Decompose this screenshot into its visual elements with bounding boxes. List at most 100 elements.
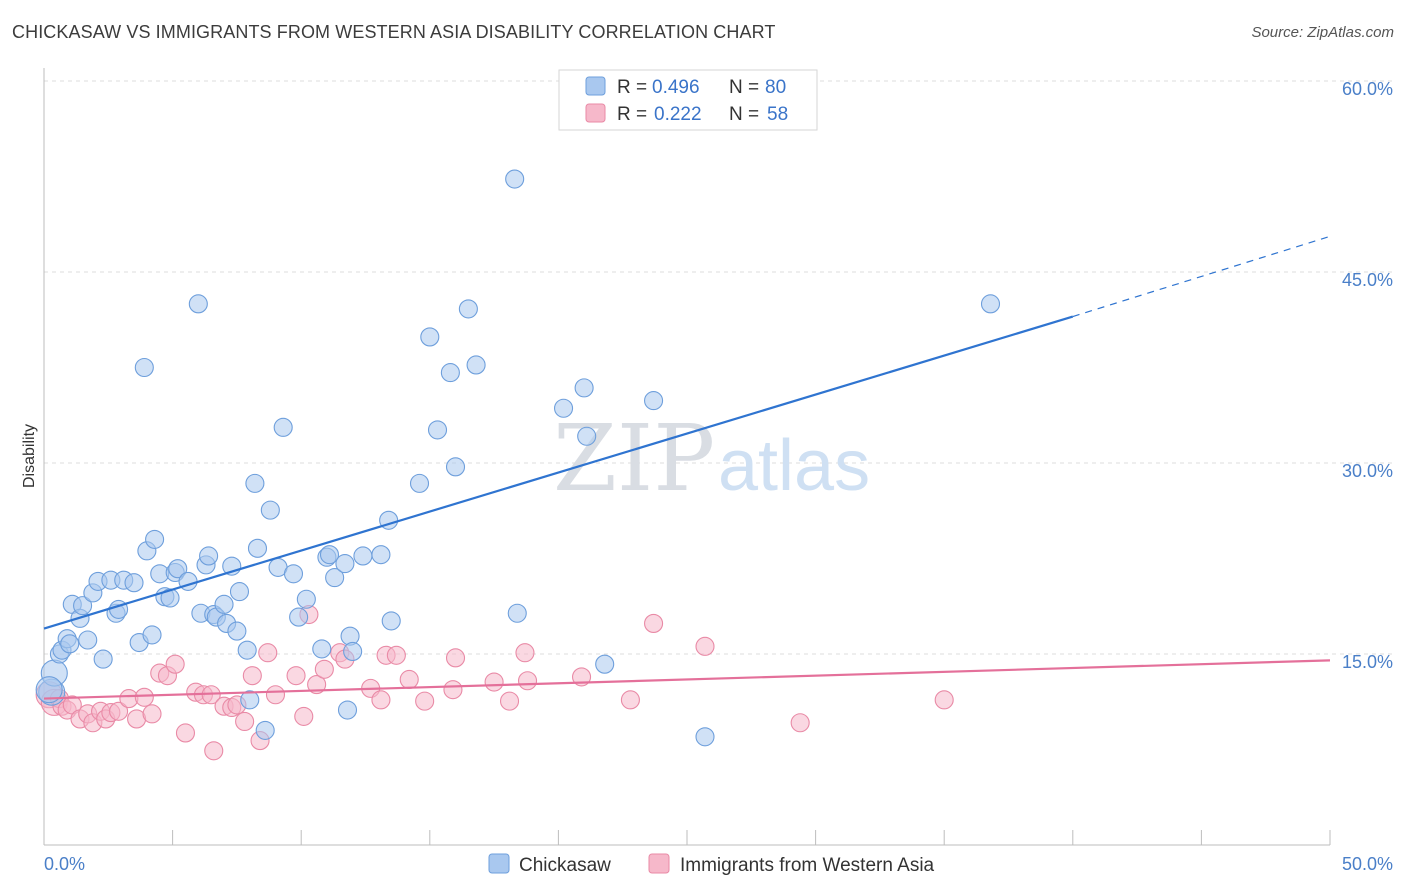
chickasaw-point-72 xyxy=(553,398,574,418)
legend-n-label-2: N = xyxy=(729,104,759,125)
bottom-legend: Chickasaw Immigrants from Western Asia xyxy=(488,853,935,876)
bottom-legend-label-immigrants: Immigrants from Western Asia xyxy=(680,855,935,876)
immigrants-point-28 xyxy=(235,711,255,732)
chickasaw-point-53 xyxy=(319,545,340,565)
immigrants-point-50 xyxy=(515,643,535,663)
legend-swatch-chickasaw xyxy=(585,76,606,96)
chickasaw-point-17 xyxy=(124,573,144,593)
immigrants-point-49 xyxy=(499,691,520,711)
chickasaw-point-54 xyxy=(325,568,345,588)
immigrants-point-46 xyxy=(443,680,463,700)
immigrants-point-19 xyxy=(165,654,185,674)
chickasaw-point-65 xyxy=(427,420,448,440)
chickasaw-point-49 xyxy=(289,607,309,627)
chickasaw-point-32 xyxy=(199,546,219,566)
chickasaw-point-79 xyxy=(35,676,63,704)
chickasaw-point-27 xyxy=(168,559,188,579)
legend-n-value-1: 80 xyxy=(765,77,786,98)
immigrants-point-20 xyxy=(175,723,196,743)
immigrants-trend-line xyxy=(43,659,1331,700)
immigrants-point-24 xyxy=(204,741,224,761)
chickasaw-point-39 xyxy=(229,582,250,602)
chickasaw-point-60 xyxy=(371,545,391,565)
chickasaw-point-9 xyxy=(78,630,98,650)
y-tick-label-30: 30.0% xyxy=(1342,461,1393,481)
chickasaw-point-58 xyxy=(343,641,363,662)
immigrants-point-43 xyxy=(386,645,406,665)
y-tick-label-15: 15.0% xyxy=(1342,652,1393,672)
immigrants-point-45 xyxy=(415,691,435,711)
chickasaw-point-38 xyxy=(227,621,247,641)
immigrants-point-53 xyxy=(620,690,640,710)
chickasaw-point-21 xyxy=(142,625,162,645)
chickasaw-point-75 xyxy=(595,654,615,674)
immigrants-point-47 xyxy=(445,648,466,668)
chickasaw-point-22 xyxy=(145,529,165,549)
chickasaw-point-45 xyxy=(260,500,280,520)
chickasaw-point-77 xyxy=(695,727,715,747)
watermark-atlas: atlas xyxy=(718,426,870,506)
chickasaw-point-44 xyxy=(255,720,275,740)
chickasaw-point-25 xyxy=(160,588,180,608)
chickasaw-point-56 xyxy=(337,700,358,720)
immigrants-point-34 xyxy=(294,706,314,726)
chickasaw-point-71 xyxy=(507,603,527,623)
chickasaw-point-63 xyxy=(409,473,430,493)
immigrants-point-57 xyxy=(934,690,954,710)
legend-r-label-2: R = xyxy=(617,104,647,125)
legend-r-label-1: R = xyxy=(617,77,647,98)
chickasaw-point-76 xyxy=(644,391,664,411)
chickasaw-point-8 xyxy=(73,596,93,616)
immigrants-point-12 xyxy=(109,701,129,721)
source-label: Source: ZipAtlas.com xyxy=(1251,24,1394,41)
watermark-zip: ZIP xyxy=(553,405,715,512)
bottom-legend-label-chickasaw: Chickasaw xyxy=(519,855,611,876)
chickasaw-point-66 xyxy=(440,363,460,383)
x-tick-label-max: 50.0% xyxy=(1342,854,1393,874)
chickasaw-point-29 xyxy=(188,294,208,314)
chickasaw-point-42 xyxy=(245,473,265,493)
immigrants-point-44 xyxy=(399,669,419,690)
immigrants-point-33 xyxy=(286,666,306,686)
immigrants-point-31 xyxy=(258,643,278,663)
chickasaw-point-40 xyxy=(237,640,257,660)
legend-n-label-1: N = xyxy=(729,77,759,98)
chickasaw-trend-extension xyxy=(1072,235,1331,318)
chickasaw-point-59 xyxy=(353,546,373,566)
y-tick-labels: 15.0% 30.0% 45.0% 60.0% xyxy=(1342,79,1393,672)
chickasaw-point-68 xyxy=(458,299,478,319)
chickasaw-trend-line xyxy=(43,315,1074,630)
chickasaw-point-78 xyxy=(980,294,1001,314)
immigrants-point-37 xyxy=(314,659,334,679)
chickasaw-point-73 xyxy=(574,378,594,398)
immigrants-point-41 xyxy=(371,690,391,710)
trend-lines xyxy=(43,235,1331,700)
y-axis-label: Disability xyxy=(21,424,38,488)
chickasaw-point-12 xyxy=(93,649,113,669)
chickasaw-point-35 xyxy=(214,594,234,614)
chickasaw-point-74 xyxy=(577,426,597,446)
immigrants-point-56 xyxy=(790,713,810,733)
immigrants-point-32 xyxy=(265,685,286,705)
legend-r-value-2: 0.222 xyxy=(654,104,702,125)
chickasaw-point-48 xyxy=(283,564,304,584)
chickasaw-point-43 xyxy=(247,538,268,558)
y-tick-label-60: 60.0% xyxy=(1342,79,1393,99)
chickasaw-point-5 xyxy=(60,634,80,654)
immigrants-point-54 xyxy=(644,613,664,633)
chickasaw-point-62 xyxy=(381,611,401,631)
immigrants-point-15 xyxy=(134,687,154,707)
chickasaw-point-41 xyxy=(240,690,260,710)
y-tick-label-45: 45.0% xyxy=(1342,270,1393,290)
chickasaw-point-70 xyxy=(505,169,525,189)
chickasaw-point-51 xyxy=(312,639,332,659)
x-ticks xyxy=(172,830,1331,845)
series-immigrants-points xyxy=(35,604,954,761)
chickasaw-point-64 xyxy=(420,327,440,347)
chickasaw-point-55 xyxy=(335,554,355,574)
chickasaw-point-67 xyxy=(445,457,466,477)
immigrants-point-55 xyxy=(695,636,715,656)
series-chickasaw-points xyxy=(35,169,1001,747)
legend-n-value-2: 58 xyxy=(767,104,788,125)
chickasaw-point-19 xyxy=(134,357,154,378)
